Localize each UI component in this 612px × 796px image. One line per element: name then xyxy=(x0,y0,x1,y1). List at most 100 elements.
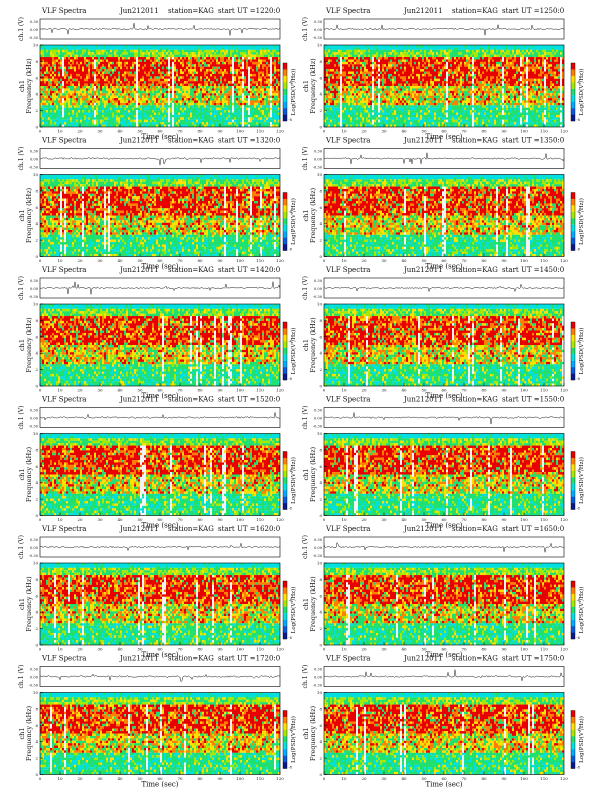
waveform-tick-label: 0.30 xyxy=(314,668,323,672)
time-tick-label: 0 xyxy=(323,388,326,393)
panel-title: VLF Spectra xyxy=(325,266,370,274)
time-tick-label: 110 xyxy=(256,776,264,781)
panel-start-time: start UT =1450:0 xyxy=(502,266,564,274)
waveform-frame xyxy=(324,278,564,298)
waveform-y-label: ch.1 (V) xyxy=(302,147,309,171)
waveform-tick-label: 0.30 xyxy=(314,538,323,542)
frequency-tick-label: 6 xyxy=(35,723,38,728)
frequency-tick-label: 2 xyxy=(35,367,38,372)
time-tick-label: 10 xyxy=(341,647,347,652)
panel-start-time: start UT =1350:0 xyxy=(502,137,564,145)
time-tick-label: 90 xyxy=(217,129,223,134)
frequency-tick-label: 10 xyxy=(33,43,39,48)
waveform-frame xyxy=(324,408,564,428)
time-tick-label: 120 xyxy=(276,129,284,134)
colorbar-label: Log(PSD(V²/Hz)) xyxy=(290,457,297,504)
time-tick-label: 110 xyxy=(256,647,264,652)
time-tick-label: 120 xyxy=(560,776,568,781)
waveform-frame xyxy=(324,19,564,39)
panel-station: station=KAG xyxy=(168,266,214,274)
waveform-y-label: ch.1 (V) xyxy=(18,147,25,171)
panel-title: VLF Spectra xyxy=(41,266,86,274)
panel-date: Jun212011 xyxy=(403,266,443,274)
time-tick-label: 80 xyxy=(481,647,487,652)
frequency-tick-label: 4 xyxy=(35,351,38,356)
time-tick-label: 80 xyxy=(481,517,487,522)
panel-date: Jun212011 xyxy=(119,137,159,145)
colorbar-label: Log(PSD(V²/Hz)) xyxy=(578,328,585,375)
time-tick-label: 20 xyxy=(77,388,83,393)
spectrogram-heatmap xyxy=(40,693,280,775)
time-tick-label: 0 xyxy=(323,129,326,134)
colorbar-tick-label: -8 xyxy=(577,507,580,511)
colorbar-label: Log(PSD(V²/Hz)) xyxy=(578,587,585,634)
colorbar-label: Log(PSD(V²/Hz)) xyxy=(578,198,585,245)
waveform-tick-label: 0.00 xyxy=(314,287,323,291)
time-tick-label: 30 xyxy=(97,647,103,652)
time-tick-label: 10 xyxy=(57,258,63,263)
time-tick-label: 10 xyxy=(57,776,63,781)
time-tick-label: 10 xyxy=(57,647,63,652)
frequency-y-label: Frequency (kHz) xyxy=(25,446,33,502)
spectrogram-heatmap xyxy=(324,304,564,386)
spectrogram-heatmap xyxy=(324,693,564,775)
waveform-tick-label: 0.00 xyxy=(30,287,39,291)
time-tick-label: 100 xyxy=(520,517,528,522)
time-tick-label: 100 xyxy=(520,388,528,393)
time-tick-label: 90 xyxy=(217,776,223,781)
frequency-tick-label: 2 xyxy=(35,756,38,761)
frequency-tick-label: 8 xyxy=(319,706,322,711)
time-tick-label: 20 xyxy=(77,129,83,134)
panel-title: VLF Spectra xyxy=(41,525,86,533)
time-tick-label: 120 xyxy=(560,517,568,522)
time-tick-label: 20 xyxy=(361,258,367,263)
time-tick-label: 110 xyxy=(256,517,264,522)
waveform-y-label: ch.1 (V) xyxy=(18,406,25,430)
time-tick-label: 120 xyxy=(276,258,284,263)
waveform-tick-label: 0.30 xyxy=(314,20,323,24)
time-tick-label: 120 xyxy=(276,388,284,393)
frequency-tick-label: 8 xyxy=(319,188,322,193)
panel-start-time: start UT =1420:0 xyxy=(218,266,280,274)
time-tick-label: 100 xyxy=(520,258,528,263)
spectrogram-heatmap xyxy=(40,434,280,516)
frequency-y-label: Frequency (kHz) xyxy=(309,187,317,243)
time-tick-label: 80 xyxy=(481,388,487,393)
frequency-tick-label: 10 xyxy=(317,172,323,177)
time-tick-label: 20 xyxy=(77,517,83,522)
time-tick-label: 40 xyxy=(401,647,407,652)
frequency-tick-label: 2 xyxy=(35,497,38,502)
waveform-frame xyxy=(40,537,280,557)
time-tick-label: 10 xyxy=(57,517,63,522)
time-tick-label: 100 xyxy=(236,517,244,522)
frequency-tick-label: 4 xyxy=(319,610,322,615)
frequency-y-label: Frequency (kHz) xyxy=(25,705,33,761)
time-tick-label: 0 xyxy=(39,258,42,263)
panel-station: station=KAG xyxy=(452,525,498,533)
time-tick-label: 80 xyxy=(197,388,203,393)
time-tick-label: 110 xyxy=(256,388,264,393)
frequency-tick-label: 8 xyxy=(319,59,322,64)
frequency-tick-label: 8 xyxy=(319,577,322,582)
time-tick-label: 80 xyxy=(481,258,487,263)
frequency-tick-label: 2 xyxy=(319,756,322,761)
time-tick-label: 0 xyxy=(323,647,326,652)
waveform-y-label: ch.1 (V) xyxy=(302,406,309,430)
frequency-tick-label: 10 xyxy=(317,690,323,695)
time-tick-label: 0 xyxy=(39,776,42,781)
frequency-tick-label: 4 xyxy=(319,739,322,744)
waveform-tick-label: -0.30 xyxy=(313,36,323,40)
time-tick-label: 40 xyxy=(117,129,123,134)
time-tick-label: 20 xyxy=(361,647,367,652)
time-tick-label: 20 xyxy=(77,258,83,263)
frequency-tick-label: 2 xyxy=(319,108,322,113)
frequency-tick-label: 10 xyxy=(317,561,323,566)
time-tick-label: 10 xyxy=(341,388,347,393)
time-tick-label: 0 xyxy=(323,776,326,781)
panel-date: Jun212011 xyxy=(403,137,443,145)
